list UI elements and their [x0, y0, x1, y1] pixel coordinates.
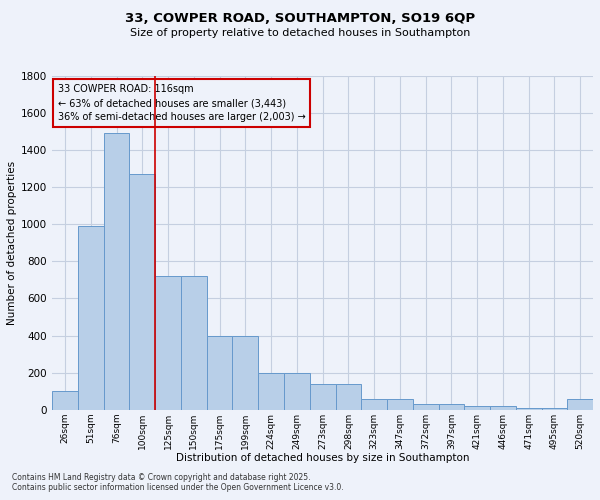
Text: Size of property relative to detached houses in Southampton: Size of property relative to detached ho…	[130, 28, 470, 38]
Bar	[413, 404, 439, 409]
Text: Contains HM Land Registry data © Crown copyright and database right 2025.
Contai: Contains HM Land Registry data © Crown c…	[12, 473, 344, 492]
Bar	[232, 336, 258, 409]
Bar	[542, 408, 568, 410]
Bar	[516, 408, 542, 410]
Bar	[335, 384, 361, 409]
Bar	[155, 276, 181, 409]
Text: 33, COWPER ROAD, SOUTHAMPTON, SO19 6QP: 33, COWPER ROAD, SOUTHAMPTON, SO19 6QP	[125, 12, 475, 26]
Bar	[258, 372, 284, 410]
X-axis label: Distribution of detached houses by size in Southampton: Distribution of detached houses by size …	[176, 453, 469, 463]
Text: 33 COWPER ROAD: 116sqm
← 63% of detached houses are smaller (3,443)
36% of semi-: 33 COWPER ROAD: 116sqm ← 63% of detached…	[58, 84, 305, 122]
Bar	[207, 336, 232, 409]
Bar	[568, 398, 593, 409]
Bar	[52, 391, 78, 409]
Bar	[104, 134, 130, 409]
Bar	[284, 372, 310, 410]
Bar	[361, 398, 387, 409]
Bar	[181, 276, 207, 409]
Bar	[387, 398, 413, 409]
Bar	[310, 384, 335, 409]
Bar	[490, 406, 516, 409]
Bar	[130, 174, 155, 410]
Y-axis label: Number of detached properties: Number of detached properties	[7, 161, 17, 325]
Bar	[78, 226, 104, 410]
Bar	[464, 406, 490, 409]
Bar	[439, 404, 464, 409]
